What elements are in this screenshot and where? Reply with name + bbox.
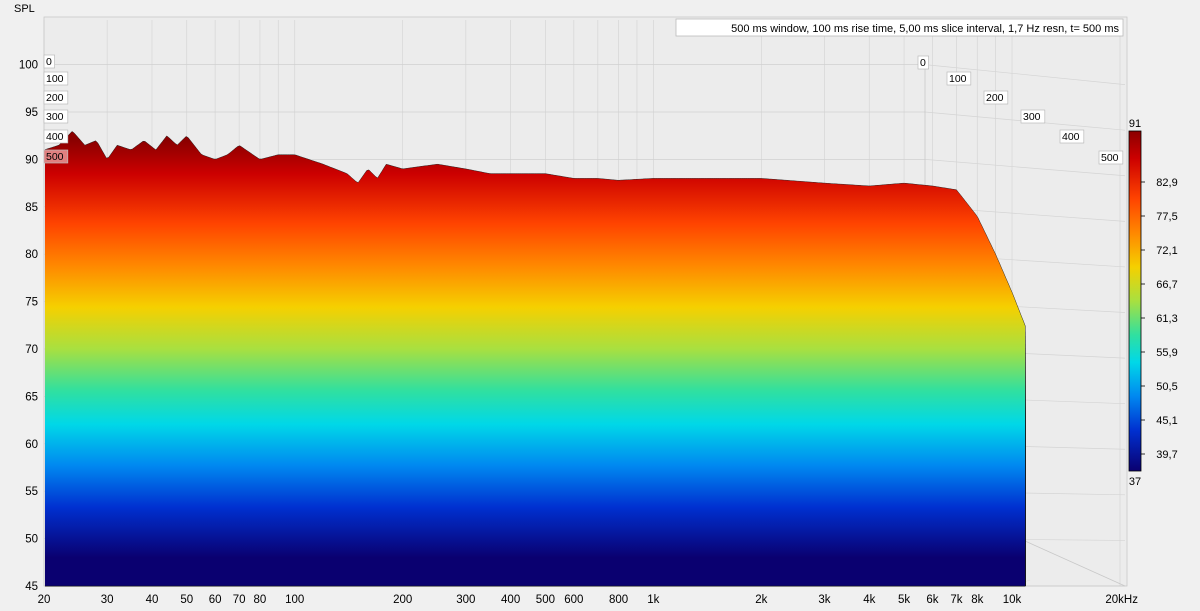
y-tick-labels: 45 50 55 60 65 70 75 80 85 90 95 100 (19, 60, 38, 593)
time-tick-label: 0 (920, 57, 926, 69)
time-tick-box (43, 90, 69, 105)
x-tick-label: 50 (180, 594, 193, 606)
time-tick-label: 400 (46, 131, 64, 143)
colorbar-gradient (1128, 130, 1142, 472)
x-tick-label: 800 (609, 594, 628, 606)
colorbar-tick-label: 82,9 (1156, 177, 1177, 189)
time-tick-label: 300 (46, 111, 64, 123)
colorbar-tick-label: 55,9 (1156, 347, 1177, 359)
chart-title: 500 ms window, 100 ms rise time, 5,00 ms… (731, 23, 1119, 35)
y-tick-label: 75 (25, 297, 38, 309)
x-tick-label: 6k (926, 594, 938, 606)
x-tick-label: 7k (950, 594, 962, 606)
time-tick-label: 100 (46, 73, 64, 85)
x-tick-label: 600 (564, 594, 583, 606)
colorbar-tick-label: 72,1 (1156, 245, 1177, 257)
x-tick-labels: 20 30 40 50 60 70 80 100 200 300 400 500 600 800 1k 2k 3… (38, 594, 1139, 606)
x-tick-label: 80 (254, 594, 267, 606)
time-tick-label: 500 (1101, 152, 1119, 164)
x-tick-label: 5k (898, 594, 910, 606)
colorbar-ticks: 91 82,9 77,5 72,1 66,7 61,3 55,9 50,5 45,1 39,7 37 (1129, 118, 1178, 488)
time-tick-box (43, 149, 69, 164)
x-tick-label: 100 (285, 594, 304, 606)
colorbar-tick-label: 50,5 (1156, 381, 1177, 393)
x-tick-label: 2k (755, 594, 767, 606)
x-tick-label: 300 (456, 594, 475, 606)
y-tick-label: 95 (25, 107, 38, 119)
y-tick-label: 65 (25, 391, 38, 403)
time-tick-box (1059, 129, 1085, 144)
colorbar: 91 82,9 77,5 72,1 66,7 61,3 55,9 50,5 45,1 39,7 37 (1128, 118, 1178, 488)
x-tick-label: 40 (146, 594, 159, 606)
time-tick-box (946, 71, 972, 86)
y-tick-label: 60 (25, 439, 38, 451)
x-tick-label: 70 (233, 594, 246, 606)
time-tick-box (983, 90, 1009, 105)
y-tick-label: 45 (25, 581, 38, 593)
x-tick-label: 200 (393, 594, 412, 606)
time-tick-label: 300 (1023, 111, 1041, 123)
time-tick-box (43, 71, 69, 86)
x-tick-label: 30 (101, 594, 114, 606)
time-tick-label: 100 (949, 73, 967, 85)
x-tick-label: 400 (501, 594, 520, 606)
y-axis-label: SPL (14, 3, 35, 15)
y-tick-label: 100 (19, 60, 38, 72)
colorbar-tick-label: 77,5 (1156, 211, 1177, 223)
y-tick-label: 70 (25, 344, 38, 356)
time-tick-label: 200 (46, 92, 64, 104)
x-tick-label: 20kHz (1105, 594, 1138, 606)
time-tick-label: 200 (986, 92, 1004, 104)
title-box (675, 18, 1124, 37)
y-tick-label: 90 (25, 154, 38, 166)
time-tick-label: 0 (46, 56, 52, 68)
x-tick-label: 8k (971, 594, 983, 606)
time-tick-box (43, 54, 55, 69)
x-tick-label: 1k (647, 594, 659, 606)
y-tick-label: 85 (25, 202, 38, 214)
time-tick-box (43, 129, 69, 144)
time-tick-box (43, 109, 69, 124)
x-tick-label: 500 (536, 594, 555, 606)
y-tick-label: 50 (25, 534, 38, 546)
colorbar-tick-label: 37 (1129, 476, 1141, 488)
colorbar-tick-label: 66,7 (1156, 279, 1177, 291)
colorbar-tick-label: 91 (1129, 118, 1141, 130)
time-tick-labels: 0 0 100 100 200 200 300 300 400 400 500 500 (43, 54, 1124, 165)
colorbar-tick-label: 61,3 (1156, 313, 1177, 325)
x-tick-label: 3k (818, 594, 830, 606)
colorbar-tick-label: 39,7 (1156, 449, 1177, 461)
time-tick-label: 500 (46, 151, 64, 163)
time-tick-box (1020, 109, 1046, 124)
time-tick-label: 400 (1062, 131, 1080, 143)
x-tick-label: 60 (209, 594, 222, 606)
time-tick-box (917, 55, 929, 70)
x-tick-label: 20 (38, 594, 51, 606)
slice-0ms (45, 131, 1026, 587)
x-tick-label: 10k (1003, 594, 1022, 606)
x-tick-label: 4k (863, 594, 875, 606)
y-tick-label: 55 (25, 486, 38, 498)
time-tick-box (1098, 150, 1124, 165)
waterfall-surface (45, 131, 1026, 587)
colorbar-tick-label: 45,1 (1156, 415, 1177, 427)
y-tick-label: 80 (25, 249, 38, 261)
